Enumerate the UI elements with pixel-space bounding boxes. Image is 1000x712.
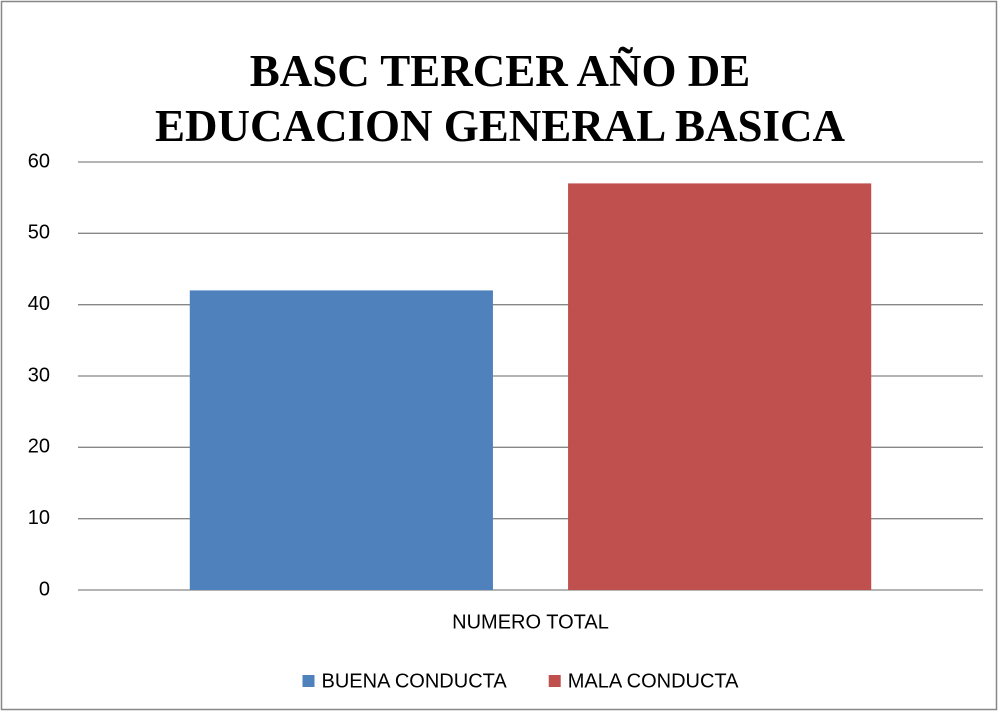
legend-swatch bbox=[548, 675, 561, 687]
y-tick-label: 20 bbox=[28, 436, 50, 458]
legend-label: MALA CONDUCTA bbox=[568, 670, 739, 692]
chart-title: BASC TERCER AÑO DE EDUCACION GENERAL BAS… bbox=[154, 46, 846, 151]
x-tick-label: NUMERO TOTAL bbox=[452, 611, 609, 633]
legend-label: BUENA CONDUCTA bbox=[322, 670, 508, 692]
y-tick-label: 50 bbox=[28, 222, 50, 244]
y-tick-label: 0 bbox=[39, 578, 50, 600]
y-tick-label: 30 bbox=[28, 364, 50, 386]
legend-swatch bbox=[302, 675, 315, 687]
bar bbox=[568, 183, 872, 590]
bar bbox=[189, 290, 493, 590]
y-tick-label: 60 bbox=[28, 150, 50, 172]
y-tick-label: 40 bbox=[28, 293, 50, 315]
y-tick-label: 10 bbox=[28, 507, 50, 529]
